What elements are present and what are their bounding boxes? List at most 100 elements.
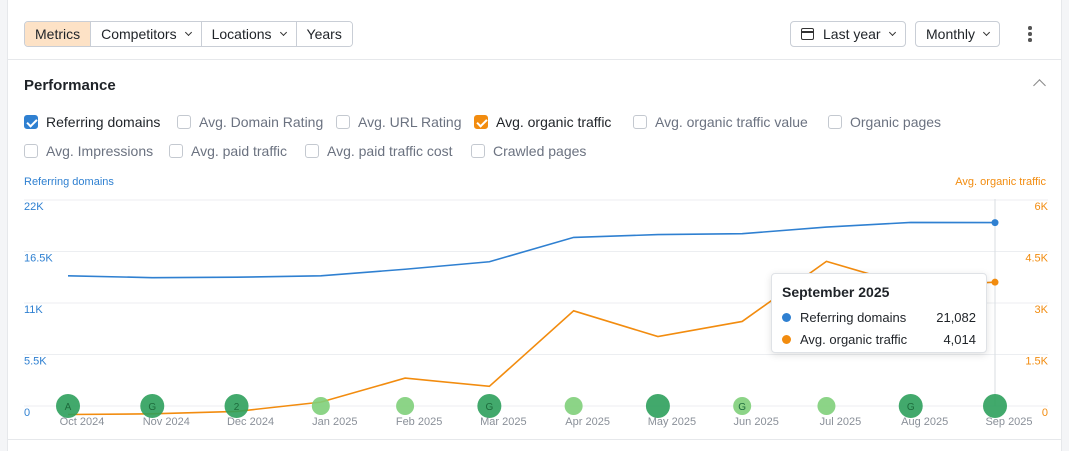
annotation-marker <box>477 394 502 418</box>
toolbar: Metrics Competitors Locations Years Last… <box>8 0 1061 60</box>
divider <box>8 439 1061 440</box>
annotation-marker <box>817 397 836 415</box>
annotation-label: G <box>738 402 746 413</box>
x-tick-label: Dec 2024 <box>227 416 274 428</box>
checkbox-checked-icon[interactable] <box>24 115 38 129</box>
date-range-label: Last year <box>823 26 881 42</box>
right-tick-label: 3K <box>1035 304 1049 316</box>
checkbox-icon[interactable] <box>471 144 485 158</box>
checkbox-icon[interactable] <box>169 144 183 158</box>
left-tick-label: 11K <box>24 304 43 316</box>
metric-checkbox[interactable]: Avg. Impressions <box>24 143 153 159</box>
checkbox-icon[interactable] <box>828 115 842 129</box>
x-tick-label: Nov 2024 <box>143 416 190 428</box>
metric-label: Avg. paid traffic cost <box>327 143 453 159</box>
chart-tooltip: September 2025 Referring domains 21,082 … <box>771 273 987 353</box>
right-tick-label: 4.5K <box>1025 253 1048 265</box>
kebab-icon[interactable] <box>1024 25 1036 43</box>
metric-label: Avg. paid traffic <box>191 143 287 159</box>
left-tick-label: 5.5K <box>24 356 47 368</box>
annotation-marker <box>564 397 583 415</box>
left-axis-title: Referring domains <box>24 176 114 188</box>
right-tick-label: 1.5K <box>1025 356 1048 368</box>
x-tick-label: Oct 2024 <box>60 416 105 428</box>
checkbox-icon[interactable] <box>177 115 191 129</box>
metric-label: Organic pages <box>850 114 942 130</box>
metric-label: Avg. Domain Rating <box>199 114 324 130</box>
series-dot <box>782 312 791 322</box>
tab-metrics-label: Metrics <box>35 26 81 42</box>
tooltip-row: Avg. organic traffic 4,014 <box>782 328 976 350</box>
annotation-marker <box>396 397 415 415</box>
checkbox-icon[interactable] <box>305 144 319 158</box>
interval-label: Monthly <box>926 26 976 42</box>
tooltip-series-name: Avg. organic traffic <box>800 331 908 347</box>
annotation-marker <box>733 397 752 415</box>
metric-label: Referring domains <box>46 114 161 130</box>
calendar-icon <box>801 28 814 40</box>
x-tick-label: Feb 2025 <box>396 416 442 428</box>
metric-checkbox[interactable]: Crawled pages <box>471 143 586 159</box>
annotation-label: G <box>907 402 915 413</box>
metric-checkbox[interactable]: Avg. organic traffic <box>474 114 611 130</box>
metric-label: Avg. Impressions <box>46 143 154 159</box>
x-tick-label: Apr 2025 <box>565 416 610 428</box>
x-tick-label: Mar 2025 <box>480 416 526 428</box>
series-line-organic-traffic <box>67 260 996 416</box>
annotation-marker <box>224 394 249 418</box>
tooltip-series-value: 4,014 <box>943 331 976 347</box>
metric-checkbox[interactable]: Referring domains <box>24 114 160 130</box>
right-axis-title: Avg. organic traffic <box>955 176 1046 188</box>
tab-years[interactable]: Years <box>296 22 352 46</box>
checkbox-icon[interactable] <box>24 144 38 158</box>
right-tick-label: 0 <box>1042 407 1048 419</box>
left-tick-label: 22K <box>24 201 44 213</box>
annotation-marker <box>140 394 165 418</box>
left-tick-label: 16.5K <box>24 253 53 265</box>
x-tick-label: Sep 2025 <box>985 416 1032 428</box>
tab-competitors[interactable]: Competitors <box>91 22 202 46</box>
tooltip-row: Referring domains 21,082 <box>782 306 976 328</box>
annotation-label: G <box>148 402 156 413</box>
tab-locations[interactable]: Locations <box>201 22 297 46</box>
tab-metrics[interactable]: Metrics <box>25 22 92 46</box>
metric-checkbox[interactable]: Avg. organic traffic value <box>633 114 808 130</box>
data-point <box>991 219 999 227</box>
x-tick-label: Jun 2025 <box>734 416 779 428</box>
metric-label: Avg. organic traffic <box>496 114 612 130</box>
metric-label: Avg. URL Rating <box>358 114 462 130</box>
metric-checkbox[interactable]: Organic pages <box>828 114 941 130</box>
tab-years-label: Years <box>306 26 342 42</box>
metric-checkbox[interactable]: Avg. paid traffic cost <box>305 143 453 159</box>
annotation-marker <box>56 394 80 418</box>
x-tick-label: Jan 2025 <box>312 416 357 428</box>
checkbox-icon[interactable] <box>633 115 647 129</box>
interval-button[interactable]: Monthly <box>915 21 1001 47</box>
checkbox-checked-icon[interactable] <box>474 115 488 129</box>
annotation-label: 2 <box>234 402 240 413</box>
x-tick-label: Jul 2025 <box>820 416 862 428</box>
x-tick-label: Aug 2025 <box>901 416 948 428</box>
annotation-marker <box>311 397 330 415</box>
tooltip-series-value: 21,082 <box>936 309 976 325</box>
annotation-marker <box>898 394 923 418</box>
annotation-marker <box>645 394 670 418</box>
section-title: Performance <box>24 77 116 94</box>
metric-checkbox[interactable]: Avg. paid traffic <box>169 143 287 159</box>
data-point <box>991 278 999 286</box>
left-tick-label: 0 <box>24 407 30 419</box>
metric-label: Avg. organic traffic value <box>655 114 808 130</box>
series-dot <box>782 334 791 344</box>
metric-checkbox[interactable]: Avg. Domain Rating <box>177 114 323 130</box>
x-tick-label: May 2025 <box>648 416 696 428</box>
date-range-button[interactable]: Last year <box>790 21 906 47</box>
metric-checkbox[interactable]: Avg. URL Rating <box>336 114 462 130</box>
checkbox-icon[interactable] <box>336 115 350 129</box>
tooltip-series-name: Referring domains <box>800 309 907 325</box>
annotation-marker <box>983 394 1007 418</box>
tab-competitors-label: Competitors <box>101 26 177 42</box>
tab-locations-label: Locations <box>211 26 272 42</box>
metric-label: Crawled pages <box>493 143 587 159</box>
annotation-label: G <box>485 402 493 413</box>
view-switcher: Metrics Competitors Locations Years <box>24 21 353 47</box>
